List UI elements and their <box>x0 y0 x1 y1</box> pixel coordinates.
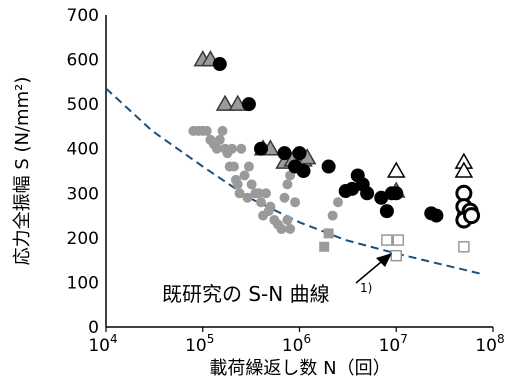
data-point <box>381 234 393 246</box>
data-point <box>323 228 334 239</box>
data-point <box>260 188 271 199</box>
x-tick-label: 106 <box>282 332 311 356</box>
data-point <box>285 223 296 234</box>
data-point <box>212 57 227 72</box>
data-point <box>392 234 405 246</box>
annotation: 既研究の S-N 曲線 1) <box>162 253 392 306</box>
y-tick-label: 500 <box>67 95 99 115</box>
data-point <box>282 179 293 190</box>
y-tick-label: 200 <box>67 229 99 249</box>
y-tick-label: 0 <box>88 318 99 338</box>
data-point <box>327 210 338 221</box>
data-point <box>253 188 264 199</box>
data-point <box>454 161 474 178</box>
reference-curve-layer <box>105 87 484 276</box>
data-point <box>243 161 254 172</box>
data-point <box>214 134 225 145</box>
data-point <box>215 94 235 111</box>
data-point <box>429 208 444 223</box>
data-point <box>232 179 243 190</box>
y-tick-label: 700 <box>67 6 99 26</box>
data-point <box>234 188 245 199</box>
annotation-arrow <box>355 261 382 284</box>
data-point <box>279 192 290 203</box>
x-axis-label: 載荷繰返し数 N（回） <box>209 358 390 379</box>
data-point <box>390 249 402 262</box>
data-point <box>276 223 287 234</box>
data-point <box>360 186 375 201</box>
data-point <box>374 190 389 205</box>
data-point <box>296 164 311 178</box>
plot-area: 0 100 200 300 400 500 600 700 104 105 106 107 108 <box>67 6 505 356</box>
x-ticks: 104 105 106 107 108 <box>88 327 505 356</box>
y-tick-label: 400 <box>67 140 99 160</box>
annotation-superscript: 1) <box>360 281 372 295</box>
reference-sn-curve <box>105 87 484 276</box>
x-tick-label: 108 <box>475 332 504 356</box>
y-axis-label: 応力全振幅 S (N/mm²) <box>12 77 33 266</box>
data-point <box>389 186 404 201</box>
data-point <box>379 204 394 219</box>
data-point <box>282 215 293 226</box>
y-tick-label: 300 <box>67 184 99 204</box>
data-point <box>333 197 344 208</box>
data-points-layer <box>188 50 481 262</box>
data-point <box>253 141 268 156</box>
y-ticks: 0 100 200 300 400 500 600 700 <box>67 6 99 338</box>
data-point <box>228 161 239 172</box>
data-point <box>241 97 256 112</box>
x-tick-label: 107 <box>379 332 408 356</box>
y-tick-label: 100 <box>67 273 99 293</box>
data-point <box>345 181 360 196</box>
data-point <box>201 125 212 136</box>
data-point <box>265 201 276 212</box>
x-tick-label: 105 <box>185 332 214 356</box>
annotation-arrowhead <box>376 253 392 267</box>
y-tick-label: 600 <box>67 51 99 71</box>
data-point <box>463 207 481 225</box>
data-point <box>386 161 406 178</box>
data-point <box>290 197 301 208</box>
data-point <box>321 159 336 174</box>
data-point <box>242 192 253 203</box>
data-point <box>277 146 292 161</box>
x-tick-label: 104 <box>88 332 117 356</box>
data-point <box>246 179 257 190</box>
data-point <box>236 143 247 154</box>
data-point <box>458 241 470 253</box>
data-point <box>319 241 330 252</box>
data-point <box>239 170 250 181</box>
data-point <box>228 94 248 111</box>
data-point <box>226 143 237 154</box>
data-point <box>292 146 307 161</box>
data-point <box>255 197 266 208</box>
data-point <box>211 143 222 154</box>
annotation-text: 既研究の S-N 曲線 <box>162 282 330 306</box>
data-point <box>217 125 228 136</box>
